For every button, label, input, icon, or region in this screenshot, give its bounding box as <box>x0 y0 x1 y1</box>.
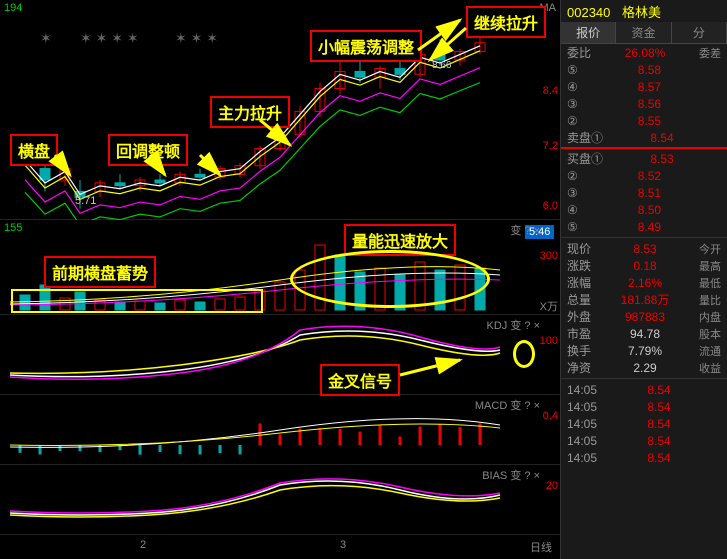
weibi-value: 26.08% <box>625 46 666 60</box>
side-panel: 002340 格林美 报价 资金 分 委比 26.08% 委差 ⑤8.58④8.… <box>560 0 727 559</box>
weibi-row: 委比 26.08% 委差 <box>561 44 727 61</box>
vol-label: 155 <box>4 222 22 234</box>
annotation-main-pull: 主力拉升 <box>210 96 290 128</box>
ma-label: 194 <box>4 2 22 14</box>
annotation-pullback: 回调整顿 <box>108 134 188 166</box>
chart-type: 日线 <box>530 539 552 555</box>
star-marker: ✶ ✶ ✶ ✶ <box>80 30 139 47</box>
data-row: ⑤8.49 <box>561 218 727 235</box>
annotation-continue-rise: 继续拉升 <box>466 6 546 38</box>
data-row: 现价8.53今开 <box>561 240 727 257</box>
panel-indicator: 变 ? × <box>510 222 540 238</box>
y-tick: 6.0 <box>543 200 558 212</box>
data-row: ③8.56 <box>561 95 727 112</box>
vol-unit: X万 <box>540 298 558 314</box>
volume-highlight <box>290 250 490 308</box>
data-row: 14:058.54 <box>561 415 727 432</box>
y-tick: 7.2 <box>543 140 558 152</box>
tab-row: 报价 资金 分 <box>561 22 727 44</box>
annotation-golden-cross: 金叉信号 <box>320 364 400 396</box>
golden-cross-marker <box>513 340 535 368</box>
data-row: 卖盘①8.54 <box>561 129 727 146</box>
data-row: ⑤8.58 <box>561 61 727 78</box>
data-row: 14:058.54 <box>561 449 727 466</box>
annotation-accumulation: 前期横盘蓄势 <box>44 256 156 288</box>
stock-code: 002340 <box>567 5 610 20</box>
data-row: ④8.57 <box>561 78 727 95</box>
panel-indicator: KDJ 变 ? × <box>487 317 541 333</box>
data-row: 外盘987883内盘 <box>561 308 727 325</box>
data-row: 市盈94.78股本 <box>561 325 727 342</box>
date-tick: 2 <box>140 539 146 551</box>
y-tick: 100 <box>540 335 558 347</box>
macd-panel: MACD 变 ? × 0.4 <box>0 395 560 465</box>
data-row: 净资2.29收益 <box>561 359 727 376</box>
data-row: 买盘①8.53 <box>561 150 727 167</box>
data-row: 涨跌0.18最高 <box>561 257 727 274</box>
data-row: ④8.50 <box>561 201 727 218</box>
panel-indicator: BIAS 变 ? × <box>482 467 540 483</box>
data-row: 涨幅2.16%最低 <box>561 274 727 291</box>
stock-name: 格林美 <box>622 5 661 20</box>
bias-panel: BIAS 变 ? × 20 <box>0 465 560 535</box>
tab-tick[interactable]: 分 <box>672 22 727 43</box>
data-row: ②8.52 <box>561 167 727 184</box>
kdj-panel: KDJ 变 ? × 100 <box>0 315 560 395</box>
y-tick: 20 <box>546 480 558 492</box>
stock-header: 002340 格林美 <box>561 0 727 22</box>
low-price-label: 5.71 <box>75 195 96 207</box>
y-tick: 300 <box>540 250 558 262</box>
data-row: ③8.51 <box>561 184 727 201</box>
bid-ask-divider <box>561 147 727 149</box>
tab-fund[interactable]: 资金 <box>616 22 671 43</box>
y-tick: 0.4 <box>543 410 558 422</box>
data-row: 14:058.54 <box>561 398 727 415</box>
data-row: 总量181.88万量比 <box>561 291 727 308</box>
tab-quote[interactable]: 报价 <box>561 22 616 43</box>
data-row: ②8.55 <box>561 112 727 129</box>
annotation-flat: 横盘 <box>10 134 58 166</box>
y-tick: 8.4 <box>543 85 558 97</box>
high-label: 8.66 <box>432 60 451 71</box>
star-marker: ✶ ✶ ✶ <box>175 30 218 47</box>
weibi-extra: 委差 <box>699 45 721 61</box>
annotation-consolidation: 小幅震荡调整 <box>310 30 422 62</box>
weibi-label: 委比 <box>567 44 591 61</box>
date-tick: 3 <box>340 539 346 551</box>
panel-indicator: MACD 变 ? × <box>475 397 540 413</box>
chart-area: 194 ✶ ✶ ✶ ✶ ✶ ✶ ✶ ✶ MA 5.71 8.4 7.2 6.0 … <box>0 0 560 559</box>
star-marker: ✶ <box>40 30 52 47</box>
data-row: 14:058.54 <box>561 381 727 398</box>
chart-footer: 2 3 日线 <box>0 535 560 559</box>
data-row: 14:058.54 <box>561 432 727 449</box>
data-row: 换手7.79%流通 <box>561 342 727 359</box>
